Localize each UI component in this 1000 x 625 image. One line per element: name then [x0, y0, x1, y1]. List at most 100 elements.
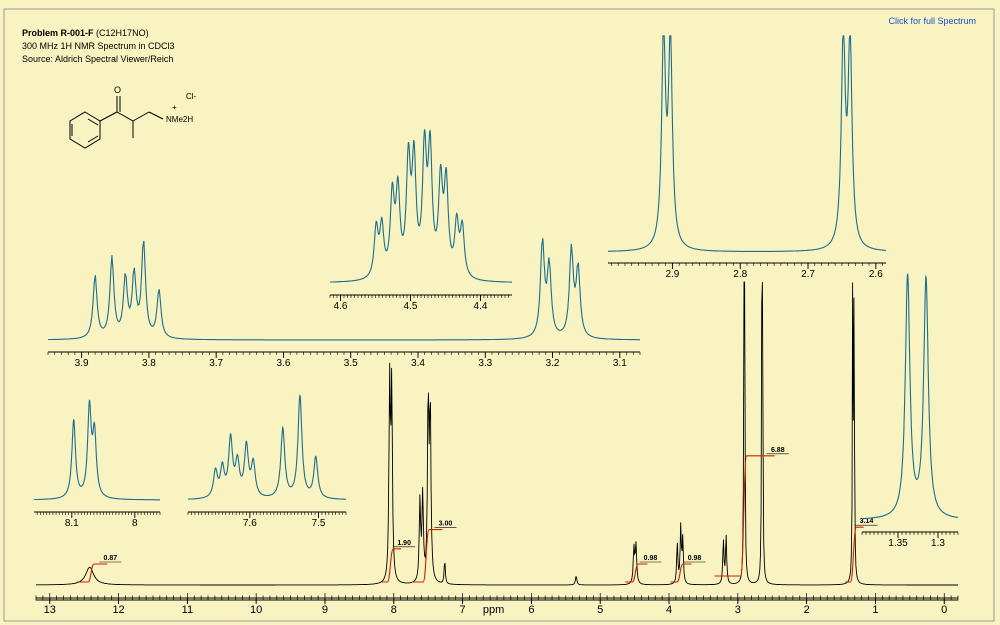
inset-3.9-3.1-tick-label-3: 3.6: [277, 358, 291, 369]
inset-8.1-8.0-panel: 8.1 8: [34, 399, 161, 529]
main-tick-label-9: 4: [666, 604, 672, 616]
inset-3.9-3.1-tick-label-1: 3.8: [142, 358, 156, 369]
formula: (C12H17NO): [96, 28, 149, 38]
inset-7.6-7.5-tick-label-0: 7.6: [243, 518, 257, 529]
inset-4.6-4.4-peak-0: [376, 234, 377, 235]
inset-7.6-7.5-trace: [187, 393, 347, 500]
inset-1.35-1.30-tick-label-1: 1.3: [931, 538, 945, 549]
integral-label-3: 0.98: [644, 555, 658, 562]
inset-3.9-3.1-axis: 3.9 3.8 3.7 3.6 3.5 3.4 3.3 3.2 3.1: [47, 351, 641, 369]
inset-4.6-4.4-peak-1: [381, 234, 382, 235]
integral-label-4: 0.98: [688, 555, 702, 562]
inset-4.6-4.4-peak-2: [392, 204, 393, 205]
inset-4.6-4.4-peak-8: [440, 191, 441, 192]
inset-8.1-8.0-tick-label-0: 8.1: [65, 518, 79, 529]
inset-1.35-1.30-tick-label-0: 1.35: [888, 538, 908, 549]
main-trace: [35, 281, 958, 586]
integral-6: [845, 526, 864, 583]
main-tick-label-3: 10: [250, 604, 262, 616]
integral-2: [411, 529, 443, 583]
integral-label-5: 6.88: [771, 447, 785, 454]
spectrum-description: 300 MHz 1H NMR Spectrum in CDCl3: [22, 41, 175, 51]
inset-7.6-7.5-peak-5: [253, 466, 254, 467]
main-tick-label-4: 9: [322, 604, 328, 616]
integral-label-2: 3.00: [439, 521, 453, 528]
integral-4: [670, 563, 692, 583]
inset-3.9-3.1-tick-label-2: 3.7: [209, 358, 223, 369]
inset-2.9-2.6-trace: [608, 35, 886, 252]
integral-label-6: 3.14: [860, 518, 874, 525]
inset-3.9-3.1-trace: [48, 238, 640, 341]
main-tick-label-11: 2: [804, 604, 810, 616]
inset-3.9-3.1-peak-3: [134, 277, 135, 278]
inset-3.9-3.1-tick-label-4: 3.5: [344, 358, 358, 369]
integral-1: [381, 548, 402, 583]
inset-7.6-7.5-peak-4: [246, 449, 247, 450]
inset-4.6-4.4-peak-4: [408, 172, 409, 173]
inset-4.6-4.4-peak-10: [456, 230, 457, 231]
inset-7.6-7.5-panel: 7.6 7.5: [187, 393, 347, 529]
main-tick-label-2: 11: [182, 604, 193, 616]
inset-1.35-1.30-panel: 1.35 1.3: [861, 273, 959, 549]
main-tick-label-6: 7: [460, 604, 466, 616]
x-axis-label: ppm: [483, 604, 504, 616]
inset-4.6-4.4-axis: 4.6 4.5 4.4: [329, 294, 512, 312]
oxygen-label: O: [114, 85, 121, 95]
inset-4.6-4.4-tick-label-0: 4.6: [334, 301, 348, 312]
full-spectrum-link[interactable]: Click for full Spectrum: [888, 16, 976, 26]
main-tick-label-13: 0: [941, 604, 947, 616]
integral-label-1: 1.90: [397, 540, 411, 547]
inset-2.9-2.6-tick-label-3: 2.6: [869, 269, 883, 280]
inset-3.9-3.1-tick-label-0: 3.9: [75, 358, 89, 369]
main-peak-7: [444, 561, 445, 562]
inset-4.6-4.4-peak-3: [397, 201, 398, 202]
inset-3.9-3.1-tick-label-6: 3.3: [478, 358, 492, 369]
integral-0: [76, 563, 108, 583]
chloride-label: Cl-: [186, 92, 197, 101]
problem-id: Problem R-001-F: [22, 28, 94, 38]
inset-4.6-4.4-peak-9: [446, 191, 447, 192]
inset-4.6-4.4-peak-5: [414, 172, 415, 173]
amine-label: NMe2H: [166, 115, 193, 124]
inset-2.9-2.6-panel: 2.9 2.8 2.7 2.6: [608, 35, 886, 280]
inset-1.35-1.30-trace: [862, 273, 959, 520]
inset-7.6-7.5-peak-2: [230, 442, 231, 443]
inset-spectra: 3.9 3.8 3.7 3.6 3.5 3.4 3.3 3.2 3.14.6 4.5 4.42.9 2…: [34, 35, 959, 549]
inset-4.6-4.4-tick-label-1: 4.5: [404, 301, 418, 312]
inset-4.6-4.4-peak-7: [430, 162, 431, 163]
integral-curves: 0.87 1.90 3.00 0.98 0.98 6.88 3.14: [76, 447, 878, 583]
main-tick-label-0: 13: [44, 604, 56, 616]
integral-5: [714, 455, 775, 577]
inset-7.6-7.5-tick-label-1: 7.5: [312, 518, 326, 529]
inset-1.35-1.30-axis: 1.35 1.3: [861, 531, 959, 549]
inset-8.1-8.0-tick-label-1: 8: [132, 518, 138, 529]
charge-label: +: [172, 103, 177, 112]
inset-4.6-4.4-tick-label-2: 4.4: [474, 301, 488, 312]
inset-3.9-3.1-panel: 3.9 3.8 3.7 3.6 3.5 3.4 3.3 3.2 3.1: [47, 238, 641, 369]
main-peak-21: [854, 291, 855, 292]
inset-4.6-4.4-panel: 4.6 4.5 4.4: [329, 129, 512, 312]
inset-8.1-8.0-trace: [34, 399, 160, 501]
main-tick-label-1: 12: [112, 604, 124, 616]
inset-7.6-7.5-axis: 7.6 7.5: [187, 511, 347, 529]
inset-4.6-4.4-peak-11: [462, 234, 463, 235]
inset-8.1-8.0-axis: 8.1 8: [34, 511, 161, 529]
main-tick-label-12: 1: [872, 604, 878, 616]
integral-3: [625, 563, 648, 583]
main-tick-label-5: 8: [391, 604, 397, 616]
inset-2.9-2.6-tick-label-0: 2.9: [665, 269, 679, 280]
inset-8.1-8.0-peak-2: [94, 438, 95, 439]
chemical-structure: O Cl- + NMe2H: [69, 85, 197, 149]
inset-4.6-4.4-trace: [330, 129, 512, 283]
inset-7.6-7.5-peak-3: [237, 466, 238, 467]
main-tick-label-7: 6: [528, 604, 534, 616]
main-tick-label-10: 3: [735, 604, 741, 616]
spectrum-source: Source: Aldrich Spectral Viewer/Reich: [22, 54, 174, 64]
inset-7.6-7.5-peak-1: [222, 471, 223, 472]
integral-label-0: 0.87: [104, 555, 118, 562]
inset-2.9-2.6-tick-label-1: 2.8: [733, 269, 747, 280]
